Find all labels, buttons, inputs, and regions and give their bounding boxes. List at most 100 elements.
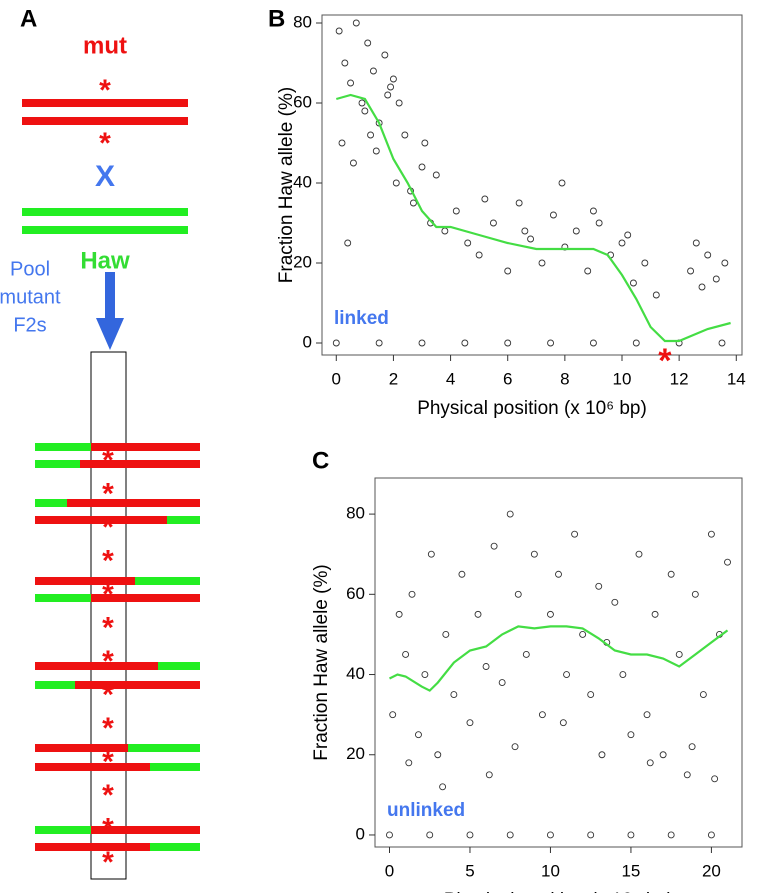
asterisk: * bbox=[102, 544, 114, 577]
data-point bbox=[452, 207, 460, 215]
data-point bbox=[384, 91, 392, 99]
chromosome bbox=[150, 843, 200, 851]
annotation: unlinked bbox=[387, 800, 465, 821]
data-point bbox=[549, 211, 557, 219]
data-point bbox=[579, 630, 587, 638]
pool-text: mutant bbox=[0, 286, 61, 308]
data-point bbox=[675, 651, 683, 658]
data-point bbox=[589, 207, 597, 215]
data-point bbox=[558, 179, 566, 187]
x-tick-label: 6 bbox=[503, 369, 512, 388]
chromosome bbox=[75, 681, 200, 689]
x-tick-label: 8 bbox=[560, 369, 569, 388]
chromosome bbox=[35, 577, 135, 585]
data-point bbox=[527, 235, 535, 243]
chromosome bbox=[35, 460, 80, 468]
data-point bbox=[559, 719, 567, 727]
chromosome bbox=[80, 460, 200, 468]
data-point bbox=[489, 219, 497, 227]
chromosome bbox=[22, 99, 188, 107]
pool-text: F2s bbox=[13, 314, 46, 336]
data-point bbox=[635, 550, 643, 558]
x-tick-label: 10 bbox=[613, 369, 632, 388]
data-point bbox=[712, 275, 720, 283]
x-axis-label: Physical position (x 10⁶ bp) bbox=[417, 398, 647, 419]
cross-label: X bbox=[95, 160, 115, 193]
data-point bbox=[538, 711, 546, 719]
data-point bbox=[555, 570, 562, 578]
data-point bbox=[611, 598, 619, 606]
data-point bbox=[408, 590, 416, 598]
data-point bbox=[688, 743, 696, 751]
data-point bbox=[506, 510, 514, 518]
data-point bbox=[587, 831, 595, 839]
data-point bbox=[389, 75, 397, 83]
data-point bbox=[418, 339, 426, 347]
data-point bbox=[415, 731, 422, 739]
data-point bbox=[405, 759, 413, 767]
chromosome bbox=[35, 443, 91, 451]
data-point bbox=[401, 131, 409, 139]
chromosome bbox=[67, 499, 200, 507]
data-point bbox=[361, 107, 369, 115]
data-point bbox=[344, 239, 352, 247]
data-point bbox=[474, 610, 482, 618]
data-point bbox=[349, 159, 357, 167]
chromosome bbox=[91, 594, 200, 602]
data-point bbox=[572, 227, 580, 235]
data-point bbox=[643, 711, 651, 719]
data-point bbox=[432, 171, 440, 179]
chromosome bbox=[35, 763, 150, 771]
y-tick-label: 40 bbox=[293, 172, 312, 191]
y-tick-label: 0 bbox=[303, 332, 312, 351]
data-point bbox=[587, 691, 595, 699]
data-point bbox=[335, 27, 343, 35]
data-point bbox=[563, 671, 570, 678]
haw-label: Haw bbox=[80, 247, 130, 274]
panel-label: C bbox=[312, 447, 329, 474]
data-point bbox=[386, 831, 393, 839]
x-tick-label: 20 bbox=[702, 861, 721, 880]
locus-marker: * bbox=[658, 342, 672, 380]
y-axis-label: Fraction Haw allele (%) bbox=[311, 564, 332, 760]
data-point bbox=[372, 147, 380, 155]
data-point bbox=[530, 550, 538, 558]
data-point bbox=[511, 743, 519, 751]
data-point bbox=[347, 79, 355, 87]
y-tick-label: 60 bbox=[346, 584, 365, 603]
x-tick-label: 15 bbox=[621, 861, 640, 880]
trend-line bbox=[336, 93, 731, 343]
data-point bbox=[624, 231, 632, 239]
x-axis-label: Physical position (x 10⁶ bp) bbox=[444, 890, 674, 893]
data-point bbox=[358, 99, 366, 107]
box bbox=[90, 351, 127, 880]
chromosome bbox=[91, 443, 200, 451]
data-point bbox=[538, 259, 546, 267]
data-point bbox=[667, 831, 675, 839]
data-point bbox=[571, 530, 579, 538]
x-tick-label: 0 bbox=[385, 861, 394, 880]
data-point bbox=[651, 610, 659, 618]
data-point bbox=[485, 771, 493, 779]
data-point bbox=[442, 630, 450, 638]
asterisk: * bbox=[102, 611, 114, 644]
data-point bbox=[481, 195, 489, 203]
x-tick-label: 0 bbox=[332, 369, 341, 388]
data-point bbox=[659, 751, 667, 759]
chromosome bbox=[35, 594, 91, 602]
x-tick-label: 10 bbox=[541, 861, 560, 880]
chromosome bbox=[150, 763, 200, 771]
chromosome bbox=[22, 117, 188, 125]
data-point bbox=[632, 339, 640, 347]
data-point bbox=[547, 610, 554, 618]
data-point bbox=[627, 731, 635, 739]
y-tick-label: 80 bbox=[346, 504, 365, 523]
data-point bbox=[692, 239, 700, 247]
data-point bbox=[515, 199, 523, 207]
arrow bbox=[105, 272, 115, 322]
data-point bbox=[683, 771, 691, 779]
data-point bbox=[434, 751, 442, 759]
data-point bbox=[595, 582, 603, 590]
data-point bbox=[352, 19, 360, 27]
y-tick-label: 40 bbox=[346, 664, 365, 683]
